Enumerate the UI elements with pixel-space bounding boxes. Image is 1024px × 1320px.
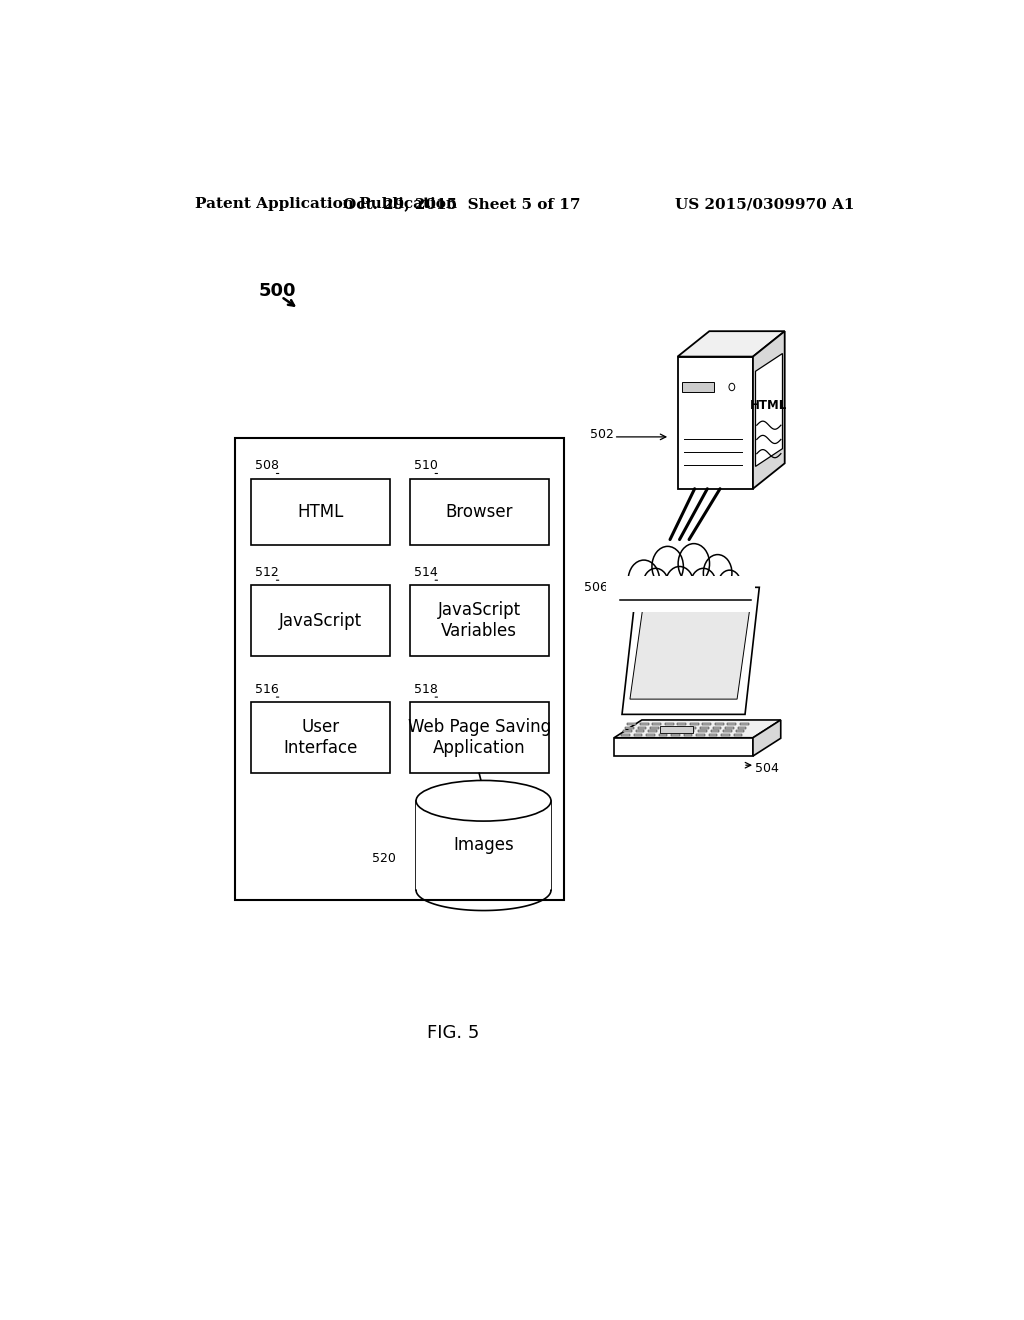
Text: Web Page Saving
Application: Web Page Saving Application [408, 718, 551, 758]
Text: User
Interface: User Interface [284, 718, 357, 758]
Text: 512: 512 [255, 566, 279, 579]
Bar [688, 727, 696, 729]
Text: 508: 508 [255, 459, 279, 473]
Bar [673, 730, 682, 733]
Bar [725, 727, 734, 729]
Bar [675, 727, 684, 729]
Bar [684, 734, 692, 735]
Bar [735, 730, 744, 733]
Polygon shape [614, 719, 780, 738]
Circle shape [652, 546, 683, 586]
Bar [711, 730, 719, 733]
Bar [628, 723, 636, 726]
Bar [700, 727, 709, 729]
Text: JavaScript: JavaScript [279, 612, 362, 630]
Text: Browser: Browser [445, 503, 513, 520]
Bar [658, 734, 668, 735]
Bar [698, 730, 707, 733]
Polygon shape [630, 598, 752, 700]
Text: 504: 504 [755, 762, 779, 775]
Bar [739, 723, 749, 726]
Text: US 2015/0309970 A1: US 2015/0309970 A1 [675, 197, 854, 211]
Bar [696, 734, 705, 735]
Bar [702, 723, 711, 726]
Text: 514: 514 [414, 566, 437, 579]
Polygon shape [753, 331, 784, 488]
Polygon shape [678, 331, 784, 356]
Text: 500: 500 [259, 281, 296, 300]
Text: 516: 516 [255, 682, 279, 696]
Text: Images: Images [454, 837, 514, 854]
Bar [737, 727, 746, 729]
Text: 506: 506 [585, 581, 608, 594]
Bar [236, 438, 564, 900]
Polygon shape [622, 587, 760, 714]
Bar [634, 734, 642, 735]
Bar [663, 727, 672, 729]
Bar [416, 801, 551, 890]
Text: FIG. 5: FIG. 5 [427, 1023, 479, 1041]
Text: 518: 518 [414, 682, 437, 696]
Text: 510: 510 [414, 459, 437, 473]
Bar [640, 723, 648, 726]
Bar [713, 727, 722, 729]
Bar [677, 723, 686, 726]
Text: 502: 502 [590, 429, 613, 441]
Polygon shape [753, 719, 780, 756]
Bar [723, 730, 732, 733]
Bar [671, 734, 680, 735]
Bar [410, 585, 549, 656]
Bar [682, 383, 714, 392]
Bar [665, 723, 674, 726]
Bar [733, 734, 742, 735]
Bar [709, 734, 717, 735]
Bar [659, 726, 693, 734]
Bar [251, 702, 390, 774]
Polygon shape [614, 738, 753, 756]
Text: JavaScript
Variables: JavaScript Variables [437, 602, 521, 640]
Bar [690, 723, 698, 726]
Ellipse shape [416, 780, 551, 821]
Bar [621, 734, 630, 735]
Bar [678, 356, 753, 488]
Circle shape [718, 570, 741, 599]
Bar [410, 479, 549, 545]
Bar [727, 723, 736, 726]
Bar [686, 730, 694, 733]
Text: HTML: HTML [297, 503, 344, 520]
Bar [606, 576, 755, 612]
Text: Oct. 29, 2015  Sheet 5 of 17: Oct. 29, 2015 Sheet 5 of 17 [343, 197, 580, 211]
Text: 520: 520 [373, 851, 396, 865]
Text: HTML: HTML [751, 399, 787, 412]
Bar [715, 723, 724, 726]
Bar [251, 479, 390, 545]
Bar [624, 730, 632, 733]
Text: Patent Application Publication: Patent Application Publication [196, 197, 458, 211]
Bar [636, 730, 644, 733]
Bar [410, 702, 549, 774]
Bar [652, 723, 662, 726]
Circle shape [690, 569, 716, 601]
Circle shape [628, 560, 659, 601]
Circle shape [643, 569, 669, 601]
Bar [650, 727, 658, 729]
Circle shape [678, 544, 710, 583]
Bar [660, 730, 670, 733]
Bar [251, 585, 390, 656]
Circle shape [703, 554, 732, 591]
Bar [646, 734, 654, 735]
Circle shape [666, 566, 694, 603]
Bar [721, 734, 730, 735]
Bar [638, 727, 646, 729]
Bar [648, 730, 656, 733]
Polygon shape [756, 354, 782, 466]
Bar [626, 727, 634, 729]
